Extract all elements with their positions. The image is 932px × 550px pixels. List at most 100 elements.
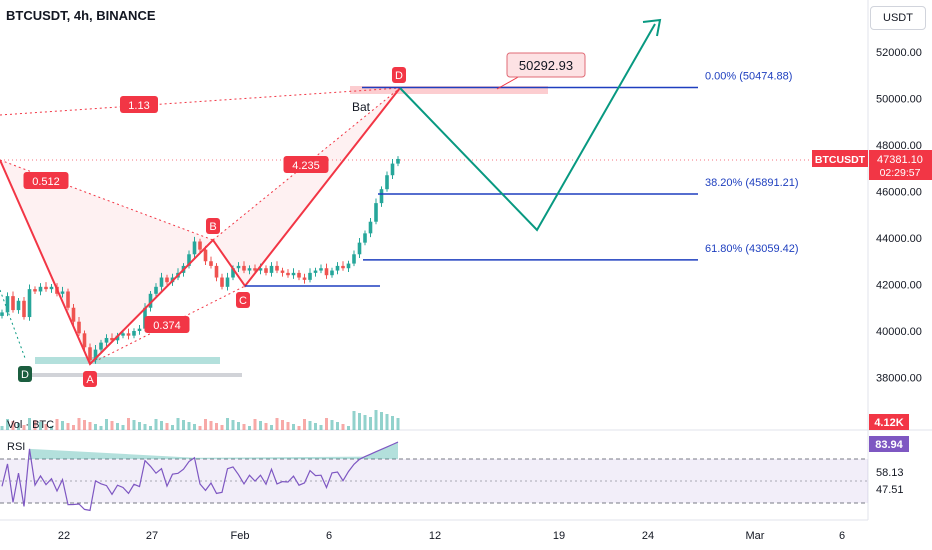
- candle-body: [275, 265, 279, 271]
- y-tick-label: 40000.00: [876, 326, 922, 338]
- volume-bar: [88, 422, 92, 430]
- ratio-label: 4.235: [292, 160, 320, 172]
- candle-body: [253, 268, 257, 271]
- rsi-level-upper: 58.13: [876, 467, 904, 479]
- candle-body: [231, 268, 235, 278]
- volume-bar: [44, 424, 48, 430]
- candle-body: [126, 333, 131, 336]
- candle-body: [264, 268, 268, 273]
- candle-body: [110, 337, 114, 341]
- volume-bar: [292, 424, 295, 430]
- candle-body: [93, 349, 98, 361]
- candle-body: [379, 189, 384, 204]
- volume-bar: [154, 419, 158, 430]
- candle-body: [132, 331, 136, 336]
- x-tick-label: Feb: [231, 530, 250, 542]
- candle-body: [286, 272, 290, 276]
- volume-bar: [336, 422, 339, 430]
- candle-body: [22, 300, 26, 318]
- last-price-tag[interactable]: [869, 150, 932, 180]
- volume-bar: [253, 419, 257, 430]
- currency-button[interactable]: USDT: [870, 6, 926, 30]
- pattern-point-label: D: [21, 369, 29, 381]
- volume-bar: [143, 424, 147, 430]
- volume-bar: [237, 422, 240, 430]
- volume-bar: [116, 423, 119, 430]
- volume-bar: [358, 413, 361, 430]
- volume-bar: [110, 421, 114, 430]
- range-bar: [25, 373, 242, 377]
- ratio-badge: [144, 316, 190, 333]
- pattern-point-badge: [18, 366, 32, 382]
- candle-body: [198, 241, 202, 250]
- volume-bar: [94, 424, 97, 430]
- ratio-badge: [23, 172, 69, 189]
- volume-bar: [259, 421, 262, 430]
- ratio-labels: 1.13 0.512 4.235 0.374: [23, 96, 329, 333]
- volume-bar: [105, 419, 108, 430]
- candle-body: [27, 289, 32, 318]
- candle-body: [192, 241, 197, 255]
- volume-bar: [248, 426, 251, 430]
- ratio-badge: [120, 96, 158, 113]
- volume-bar: [303, 419, 306, 430]
- candle-body: [341, 265, 345, 269]
- volume-bar: [204, 419, 207, 430]
- candle-body: [324, 268, 329, 276]
- candle-body: [220, 277, 224, 287]
- candle-body: [16, 300, 21, 311]
- candle-body: [209, 261, 213, 266]
- candle-body: [49, 286, 54, 290]
- volume-bar: [0, 426, 4, 430]
- candle-body: [159, 277, 164, 287]
- candle-body: [330, 270, 334, 276]
- prz-zone: [350, 86, 548, 94]
- rsi-band: [0, 459, 868, 503]
- y-tick-label: 38000.00: [876, 373, 922, 385]
- volume-bar: [352, 411, 356, 430]
- volume-bar: [374, 410, 378, 430]
- chart-title: BTCUSDT, 4h, BINANCE: [6, 8, 156, 23]
- volume-bar: [77, 418, 81, 430]
- volume-bar: [160, 421, 163, 430]
- volume-bar: [6, 419, 9, 430]
- candle-body: [247, 268, 252, 271]
- candle-body: [82, 333, 87, 348]
- candle-body: [357, 242, 362, 255]
- target-callout-box: [506, 52, 586, 78]
- volume-bar: [270, 425, 273, 430]
- candle-body: [5, 296, 10, 313]
- pattern-point-labels: D A B C D: [18, 67, 406, 387]
- volume-bar: [182, 420, 185, 430]
- candle-body: [165, 277, 169, 283]
- y-axis: 52000.00 50000.00 48000.00 46000.00 44000.00…: [876, 47, 922, 385]
- volume-bar: [385, 414, 389, 430]
- candle-body: [385, 175, 389, 190]
- volume-bar: [72, 425, 75, 430]
- candle-body: [396, 158, 400, 164]
- volume-bar: [231, 420, 235, 430]
- volume-bar: [66, 423, 70, 430]
- volume-bar: [264, 423, 268, 430]
- x-tick-label: 22: [58, 530, 70, 542]
- candle-body: [154, 286, 158, 294]
- volume-bar: [121, 425, 125, 430]
- rsi-level-lower: 47.51: [876, 484, 904, 496]
- candles: [0, 156, 400, 364]
- ratio-line-xad: [0, 87, 401, 116]
- volume-bar: [297, 426, 301, 430]
- rsi-label: RSI: [7, 441, 25, 453]
- volume-bar: [17, 423, 20, 430]
- price-axis-panel[interactable]: [868, 0, 932, 550]
- x-tick-label: 24: [642, 530, 654, 542]
- candle-body: [308, 272, 312, 280]
- volume-bar: [391, 416, 394, 430]
- volume-bar: [369, 417, 372, 430]
- volume-bar: [380, 412, 383, 430]
- volume-bar: [11, 421, 15, 430]
- symbol-tag-text: BTCUSDT: [815, 154, 866, 166]
- rsi-line: [1, 441, 399, 512]
- candle-body: [390, 163, 395, 176]
- ratio-label: 0.374: [153, 320, 181, 332]
